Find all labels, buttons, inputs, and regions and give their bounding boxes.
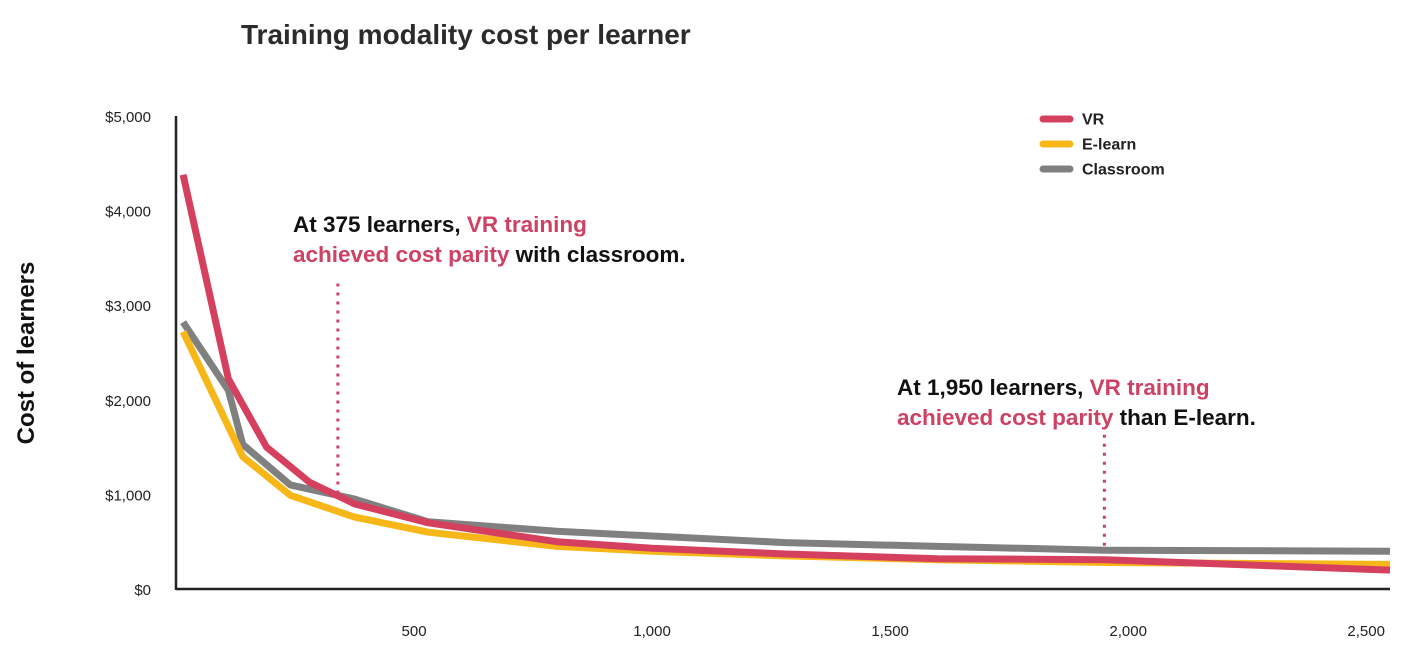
x-tick-label: 1,500 (871, 623, 909, 640)
x-tick-label: 500 (402, 623, 427, 640)
x-tick-labels: 500 1,000 1,500 2,000 2,500 (402, 623, 1385, 640)
series-lines (179, 173, 1391, 574)
series-line-vr (179, 173, 1391, 574)
chart-title: Training modality cost per learner (241, 19, 691, 50)
legend-label-vr: VR (1082, 112, 1105, 129)
x-tick-label: 1,000 (633, 623, 671, 640)
legend: VR E-learn Classroom (1039, 112, 1165, 179)
y-tick-label: $1,000 (105, 487, 151, 504)
annotation-text: achieved cost parity with classroom. (293, 242, 686, 267)
y-tick-label: $2,000 (105, 393, 151, 410)
annotation-lines (336, 283, 1106, 551)
series-line-e-learn (179, 330, 1391, 568)
y-tick-label: $5,000 (105, 109, 151, 126)
y-tick-label: $0 (134, 582, 151, 599)
y-axis-label: Cost of learners (13, 262, 40, 445)
y-tick-labels: $0 $1,000 $2,000 $3,000 $4,000 $5,000 (105, 109, 151, 599)
legend-label-classroom: Classroom (1082, 162, 1165, 179)
y-tick-label: $3,000 (105, 298, 151, 315)
annotation-text: achieved cost parity than E-learn. (897, 405, 1256, 430)
annotation-text: At 375 learners, VR training (293, 212, 587, 237)
annotation-text: At 1,950 learners, VR training (897, 375, 1210, 400)
y-tick-label: $4,000 (105, 204, 151, 221)
annotations: At 375 learners, VR training achieved cos… (293, 212, 1256, 430)
legend-label-e-learn: E-learn (1082, 137, 1136, 154)
x-tick-label: 2,000 (1109, 623, 1147, 640)
x-tick-label: 2,500 (1347, 623, 1385, 640)
series-line-classroom (180, 320, 1391, 555)
